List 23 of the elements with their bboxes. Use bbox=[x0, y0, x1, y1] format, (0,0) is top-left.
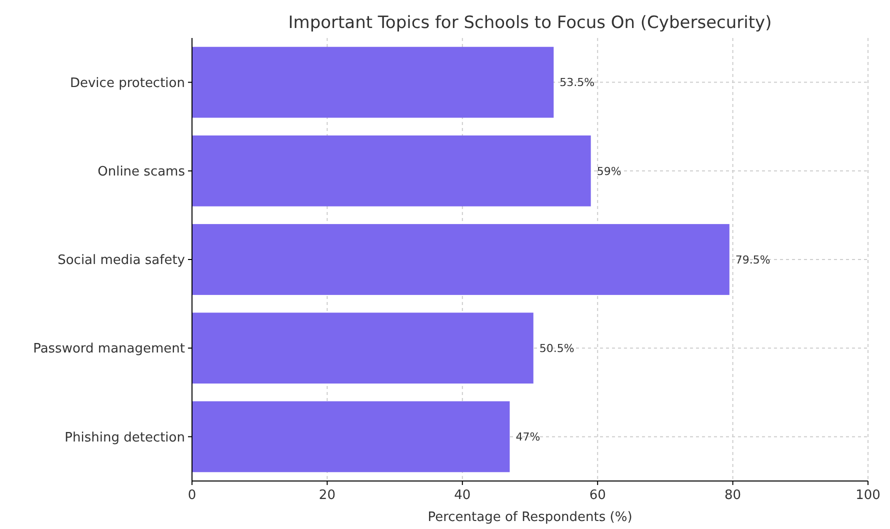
x-tick-label: 0 bbox=[188, 488, 196, 503]
data-label: 50.5% bbox=[539, 342, 574, 355]
bar bbox=[192, 401, 510, 472]
x-tick-label: 100 bbox=[856, 488, 880, 503]
data-label: 47% bbox=[516, 430, 540, 444]
x-axis-title: Percentage of Respondents (%) bbox=[428, 510, 632, 525]
x-tick-label: 40 bbox=[454, 488, 471, 503]
y-tick-label: Social media safety bbox=[58, 253, 186, 268]
x-tick-label: 80 bbox=[724, 488, 742, 503]
bar bbox=[192, 135, 591, 206]
y-tick-label: Online scams bbox=[98, 164, 186, 180]
y-tick-label: Phishing detection bbox=[64, 430, 185, 446]
y-tick-label: Device protection bbox=[70, 76, 185, 91]
data-label: 59% bbox=[596, 164, 622, 178]
bar bbox=[192, 46, 554, 118]
y-tick-label: Password management bbox=[33, 342, 185, 357]
data-label: 79.5% bbox=[735, 253, 770, 266]
bar bbox=[192, 312, 534, 384]
data-label: 53.5% bbox=[560, 76, 595, 90]
bar bbox=[192, 224, 730, 295]
x-tick-label: 20 bbox=[318, 488, 336, 503]
x-tick-label: 60 bbox=[589, 488, 606, 503]
chart-title: Important Topics for Schools to Focus On (Cybersecurity) bbox=[288, 13, 772, 33]
